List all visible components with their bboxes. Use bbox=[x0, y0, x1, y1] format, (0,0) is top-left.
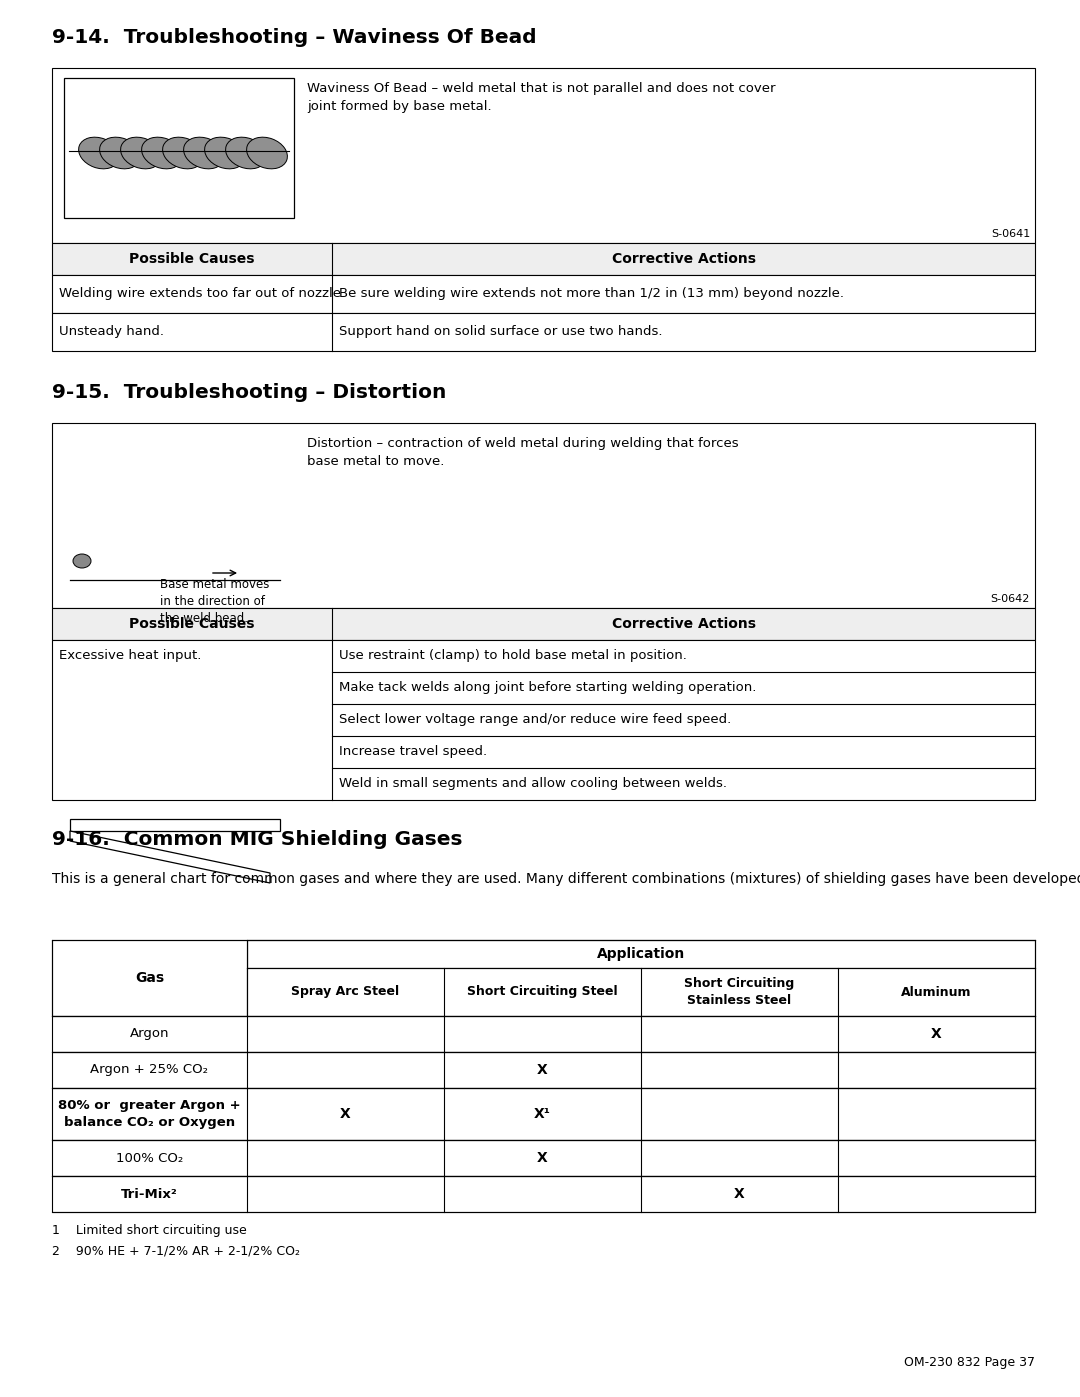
Text: Increase travel speed.: Increase travel speed. bbox=[339, 746, 487, 759]
Bar bbox=[52, 243, 1035, 275]
Polygon shape bbox=[70, 831, 270, 883]
Text: Short Circuiting
Stainless Steel: Short Circuiting Stainless Steel bbox=[685, 978, 795, 1007]
Text: Make tack welds along joint before starting welding operation.: Make tack welds along joint before start… bbox=[339, 682, 756, 694]
Bar bbox=[52, 940, 247, 1016]
Ellipse shape bbox=[204, 137, 245, 169]
Text: Argon: Argon bbox=[130, 1028, 170, 1041]
Text: 1    Limited short circuiting use: 1 Limited short circuiting use bbox=[52, 1224, 246, 1236]
Text: S-0641: S-0641 bbox=[990, 229, 1030, 239]
Text: Gas: Gas bbox=[135, 971, 164, 985]
Bar bbox=[52, 1140, 1035, 1176]
Text: Spray Arc Steel: Spray Arc Steel bbox=[292, 985, 400, 999]
Ellipse shape bbox=[79, 137, 120, 169]
Ellipse shape bbox=[226, 137, 267, 169]
Bar bbox=[52, 1088, 1035, 1140]
Bar bbox=[52, 423, 1035, 608]
Text: Use restraint (clamp) to hold base metal in position.: Use restraint (clamp) to hold base metal… bbox=[339, 650, 687, 662]
Text: Waviness Of Bead – weld metal that is not parallel and does not cover
joint form: Waviness Of Bead – weld metal that is no… bbox=[307, 82, 775, 113]
Text: Support hand on solid surface or use two hands.: Support hand on solid surface or use two… bbox=[339, 326, 662, 338]
Ellipse shape bbox=[246, 137, 287, 169]
Bar bbox=[64, 78, 294, 218]
Ellipse shape bbox=[73, 555, 91, 569]
Ellipse shape bbox=[99, 137, 140, 169]
Text: 100% CO₂: 100% CO₂ bbox=[116, 1151, 184, 1165]
Text: 9-15.  Troubleshooting – Distortion: 9-15. Troubleshooting – Distortion bbox=[52, 383, 446, 402]
Text: Aluminum: Aluminum bbox=[901, 985, 972, 999]
Bar bbox=[52, 68, 1035, 243]
Bar bbox=[52, 275, 1035, 313]
Bar bbox=[52, 1016, 1035, 1052]
Text: Argon + 25% CO₂: Argon + 25% CO₂ bbox=[91, 1063, 208, 1077]
Text: X: X bbox=[734, 1187, 745, 1201]
Ellipse shape bbox=[141, 137, 183, 169]
Bar bbox=[52, 313, 1035, 351]
Text: Short Circuiting Steel: Short Circuiting Steel bbox=[468, 985, 618, 999]
Bar bbox=[52, 640, 1035, 800]
Text: Possible Causes: Possible Causes bbox=[130, 617, 255, 631]
Text: 9-14.  Troubleshooting – Waviness Of Bead: 9-14. Troubleshooting – Waviness Of Bead bbox=[52, 28, 537, 47]
Bar bbox=[247, 940, 1035, 968]
Text: Welding wire extends too far out of nozzle.: Welding wire extends too far out of nozz… bbox=[59, 288, 346, 300]
Text: Corrective Actions: Corrective Actions bbox=[611, 617, 756, 631]
Ellipse shape bbox=[121, 137, 161, 169]
Bar bbox=[52, 1052, 1035, 1088]
Text: X: X bbox=[931, 1027, 942, 1041]
Bar bbox=[247, 968, 1035, 1016]
Text: Select lower voltage range and/or reduce wire feed speed.: Select lower voltage range and/or reduce… bbox=[339, 714, 731, 726]
Text: 80% or  greater Argon +
balance CO₂ or Oxygen: 80% or greater Argon + balance CO₂ or Ox… bbox=[58, 1099, 241, 1129]
Text: Tri-Mix²: Tri-Mix² bbox=[121, 1187, 178, 1200]
Text: Distortion – contraction of weld metal during welding that forces
base metal to : Distortion – contraction of weld metal d… bbox=[307, 437, 739, 468]
Text: Excessive heat input.: Excessive heat input. bbox=[59, 650, 201, 662]
Text: Unsteady hand.: Unsteady hand. bbox=[59, 326, 164, 338]
Text: Application: Application bbox=[597, 947, 685, 961]
Text: S-0642: S-0642 bbox=[990, 594, 1030, 604]
Text: This is a general chart for common gases and where they are used. Many different: This is a general chart for common gases… bbox=[52, 872, 1080, 886]
Text: 9-16.  Common MIG Shielding Gases: 9-16. Common MIG Shielding Gases bbox=[52, 830, 462, 849]
Text: X: X bbox=[340, 1106, 351, 1120]
Polygon shape bbox=[70, 819, 280, 831]
Text: Weld in small segments and allow cooling between welds.: Weld in small segments and allow cooling… bbox=[339, 778, 727, 791]
Text: 2    90% HE + 7-1/2% AR + 2-1/2% CO₂: 2 90% HE + 7-1/2% AR + 2-1/2% CO₂ bbox=[52, 1243, 300, 1257]
Text: X: X bbox=[537, 1063, 548, 1077]
Text: Corrective Actions: Corrective Actions bbox=[611, 251, 756, 265]
Text: Possible Causes: Possible Causes bbox=[130, 251, 255, 265]
Text: X¹: X¹ bbox=[535, 1106, 551, 1120]
Text: OM-230 832 Page 37: OM-230 832 Page 37 bbox=[904, 1356, 1035, 1369]
Ellipse shape bbox=[184, 137, 225, 169]
Bar bbox=[52, 1176, 1035, 1213]
Text: Be sure welding wire extends not more than 1/2 in (13 mm) beyond nozzle.: Be sure welding wire extends not more th… bbox=[339, 288, 843, 300]
Ellipse shape bbox=[163, 137, 203, 169]
Text: X: X bbox=[537, 1151, 548, 1165]
Bar bbox=[52, 608, 1035, 640]
Text: Base metal moves
in the direction of
the weld bead.: Base metal moves in the direction of the… bbox=[160, 578, 269, 624]
